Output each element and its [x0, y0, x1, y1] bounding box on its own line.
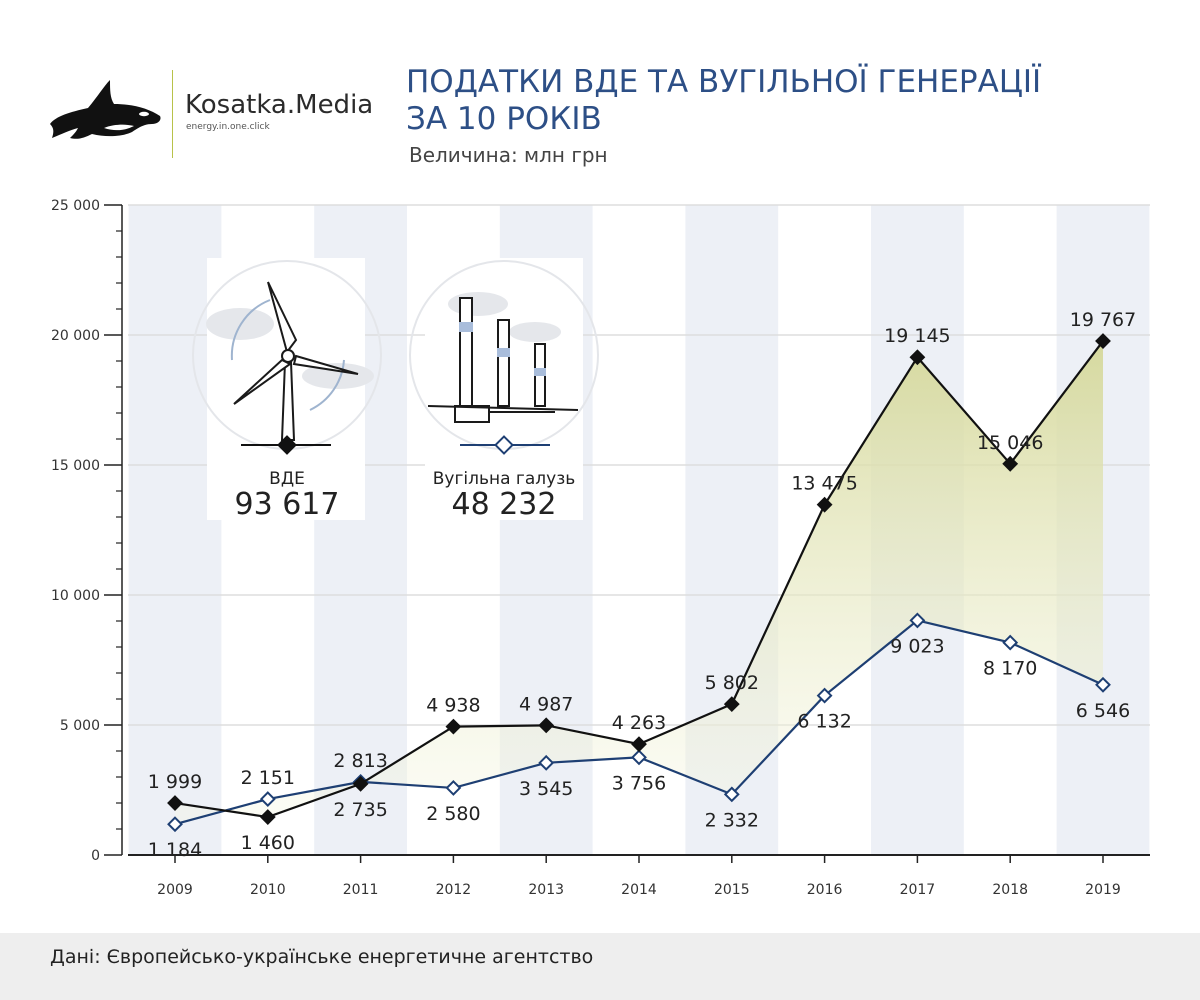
legend-coal-name: Вугільна галузь	[433, 469, 576, 489]
res-data-label: 15 046	[977, 432, 1043, 454]
data-labels: 1 999 1 460 2 735 4 938 4 987 4 263 5 802 13 47…	[148, 309, 1136, 861]
coal-data-label: 3 545	[519, 778, 573, 800]
chart-title-line-2: ЗА 10 РОКІВ	[406, 101, 602, 137]
res-marker	[1095, 333, 1111, 349]
coal-marker	[167, 816, 183, 833]
chart-title-line-1: ПОДАТКИ ВДЕ ТА ВУГІЛЬНОЇ ГЕНЕРАЦІЇ	[406, 64, 1042, 100]
header: Kosatka.Media energy.in.one.click ПОДАТК…	[0, 0, 1200, 190]
coal-data-label: 2 580	[426, 803, 480, 825]
x-tick-label: 2018	[992, 882, 1028, 898]
res-marker	[167, 795, 183, 811]
coal-marker	[538, 754, 555, 771]
tax-line-chart: ВДЕ 93 617 Вугільна галузь 48 232 0 5 000…	[51, 198, 1150, 898]
area-fill	[175, 341, 1103, 825]
y-tick-label: 20 000	[51, 328, 100, 344]
source-note: Дані: Європейсько-українське енергетичне…	[50, 946, 594, 968]
coal-data-label: 2 332	[705, 809, 759, 831]
res-data-label: 1 460	[241, 832, 295, 854]
legend-res-marker	[241, 435, 331, 455]
res-data-label: 19 145	[884, 325, 950, 347]
x-tick-label: 2012	[436, 882, 472, 898]
coal-marker	[445, 780, 462, 796]
x-tick-label: 2010	[250, 882, 286, 898]
coal-marker	[1095, 676, 1111, 693]
res-marker	[352, 775, 369, 792]
x-tick-label: 2009	[157, 882, 193, 898]
x-tick-label: 2019	[1085, 882, 1121, 898]
brand-tagline: energy.in.one.click	[186, 122, 270, 132]
x-tick-label: 2017	[900, 882, 936, 898]
coal-marker	[909, 612, 926, 629]
area-fill-between-series	[175, 341, 1103, 825]
power-plant-chimneys-icon	[409, 260, 599, 450]
x-tick-label: 2016	[807, 882, 843, 898]
coal-data-label: 9 023	[890, 635, 944, 657]
x-tick-label: 2011	[343, 882, 379, 898]
background-band	[128, 205, 222, 855]
orca-logo-icon	[50, 80, 161, 139]
coal-marker	[1002, 634, 1019, 651]
footer: Дані: Європейсько-українське енергетичне…	[0, 933, 1200, 1000]
res-data-label: 19 767	[1070, 309, 1136, 331]
coal-data-label: 6 132	[797, 711, 851, 733]
res-data-label: 13 475	[791, 473, 857, 495]
y-tick-label: 10 000	[51, 588, 100, 604]
series	[167, 333, 1111, 833]
coal-marker	[816, 687, 833, 704]
x-tick-label: 2015	[714, 882, 750, 898]
res-data-label: 4 263	[612, 712, 666, 734]
legend-coal-marker	[460, 435, 550, 455]
legend: ВДЕ 93 617 Вугільна галузь 48 232	[192, 258, 599, 522]
res-marker	[538, 717, 555, 734]
x-tick-label: 2014	[621, 882, 657, 898]
res-marker	[259, 809, 276, 825]
chart-subtitle: Величина: млн грн	[409, 143, 608, 167]
brand-name: Kosatka.Media	[185, 90, 374, 120]
logo-divider	[172, 70, 173, 158]
y-tick-label: 5 000	[60, 718, 100, 734]
coal-data-label: 3 756	[612, 772, 666, 794]
y-tick-label: 25 000	[51, 198, 100, 214]
coal-marker	[723, 786, 740, 803]
res-data-label: 4 938	[426, 695, 480, 717]
legend-res-total: 93 617	[235, 487, 340, 522]
legend-res-name: ВДЕ	[269, 469, 305, 489]
res-marker	[816, 496, 833, 513]
axes: 0 5 000 10 000 15 000 20 000 25 000 2009 2010 20…	[51, 198, 1150, 898]
res-data-label: 2 735	[333, 799, 387, 821]
x-tick-label: 2013	[528, 882, 564, 898]
y-tick-label: 0	[91, 848, 100, 864]
coal-data-label: 1 184	[148, 839, 202, 861]
coal-data-label: 6 546	[1076, 700, 1130, 722]
coal-marker	[631, 749, 647, 766]
coal-marker	[259, 791, 276, 807]
res-data-label: 5 802	[705, 672, 759, 694]
legend-coal-total: 48 232	[452, 487, 557, 522]
res-marker	[723, 696, 740, 713]
res-marker	[1002, 455, 1019, 472]
res-data-label: 4 987	[519, 693, 573, 715]
y-tick-label: 15 000	[51, 458, 100, 474]
res-data-label: 1 999	[148, 771, 202, 793]
wind-turbine-icon	[192, 260, 382, 450]
coal-data-label: 8 170	[983, 658, 1037, 680]
coal-data-label: 2 813	[333, 750, 387, 772]
res-marker	[445, 718, 462, 735]
res-marker	[631, 736, 647, 753]
chart-title: ПОДАТКИ ВДЕ ТА ВУГІЛЬНОЇ ГЕНЕРАЦІЇ ЗА 10…	[406, 64, 1106, 138]
res-marker	[909, 349, 926, 366]
coal-data-label: 2 151	[241, 767, 295, 789]
